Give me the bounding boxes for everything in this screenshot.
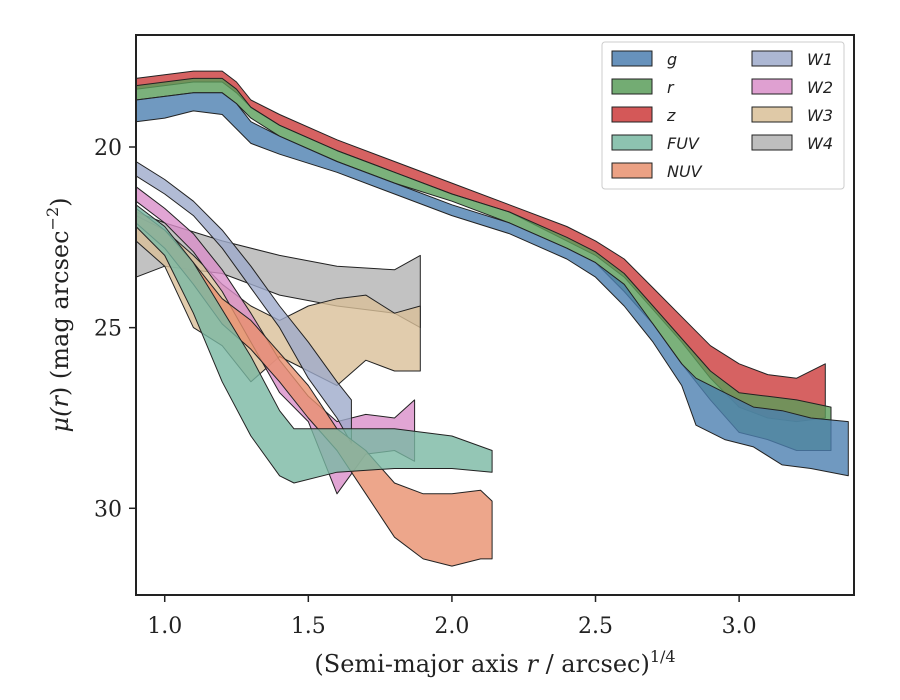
band-g bbox=[136, 92, 849, 477]
x-axis-ticks: 1.0 1.5 2.0 2.5 3.0 bbox=[147, 595, 757, 639]
legend-swatch-z bbox=[611, 106, 653, 123]
x-tick-label: 3.0 bbox=[722, 614, 757, 639]
plot-frame bbox=[135, 34, 855, 596]
legend-label-fuv: FUV bbox=[667, 134, 700, 153]
legend-swatch-w2 bbox=[751, 78, 793, 95]
x-tick-label: 2.5 bbox=[578, 614, 613, 639]
y-axis-label: μ(r) (mag arcsec−2) bbox=[43, 197, 74, 432]
x-tick-label: 1.0 bbox=[147, 614, 182, 639]
legend-label-w2: W2 bbox=[807, 78, 833, 97]
band-layer bbox=[136, 70, 849, 567]
legend-swatch-fuv bbox=[611, 134, 653, 151]
legend-swatch-w3 bbox=[751, 106, 793, 123]
x-axis-label: (Semi-major axis r / arcsec)1/4 bbox=[314, 647, 675, 678]
legend-label-w1: W1 bbox=[807, 50, 833, 69]
legend-swatch-w4 bbox=[751, 134, 793, 151]
y-tick-label: 20 bbox=[94, 136, 122, 161]
legend-swatch-g bbox=[611, 50, 653, 67]
band-fuv bbox=[136, 204, 493, 484]
x-tick-label: 2.0 bbox=[434, 614, 469, 639]
legend-swatch-r bbox=[611, 78, 653, 95]
legend-label-w3: W3 bbox=[807, 106, 833, 125]
x-tick-label: 1.5 bbox=[291, 614, 326, 639]
legend-swatch-w1 bbox=[751, 50, 793, 67]
y-tick-label: 25 bbox=[94, 317, 122, 342]
legend-label-nuv: NUV bbox=[667, 162, 703, 181]
legend: grz FUV NUV W1 W2 W3 W4 bbox=[601, 41, 845, 190]
legend-label-r: r bbox=[667, 78, 675, 97]
legend-label-g: g bbox=[667, 50, 677, 69]
legend-label-z: z bbox=[666, 106, 676, 125]
legend-label-w4: W4 bbox=[807, 134, 833, 153]
y-axis-ticks: 20 25 30 bbox=[94, 136, 136, 522]
y-tick-label: 30 bbox=[94, 497, 122, 522]
legend-swatch-nuv bbox=[611, 162, 653, 179]
